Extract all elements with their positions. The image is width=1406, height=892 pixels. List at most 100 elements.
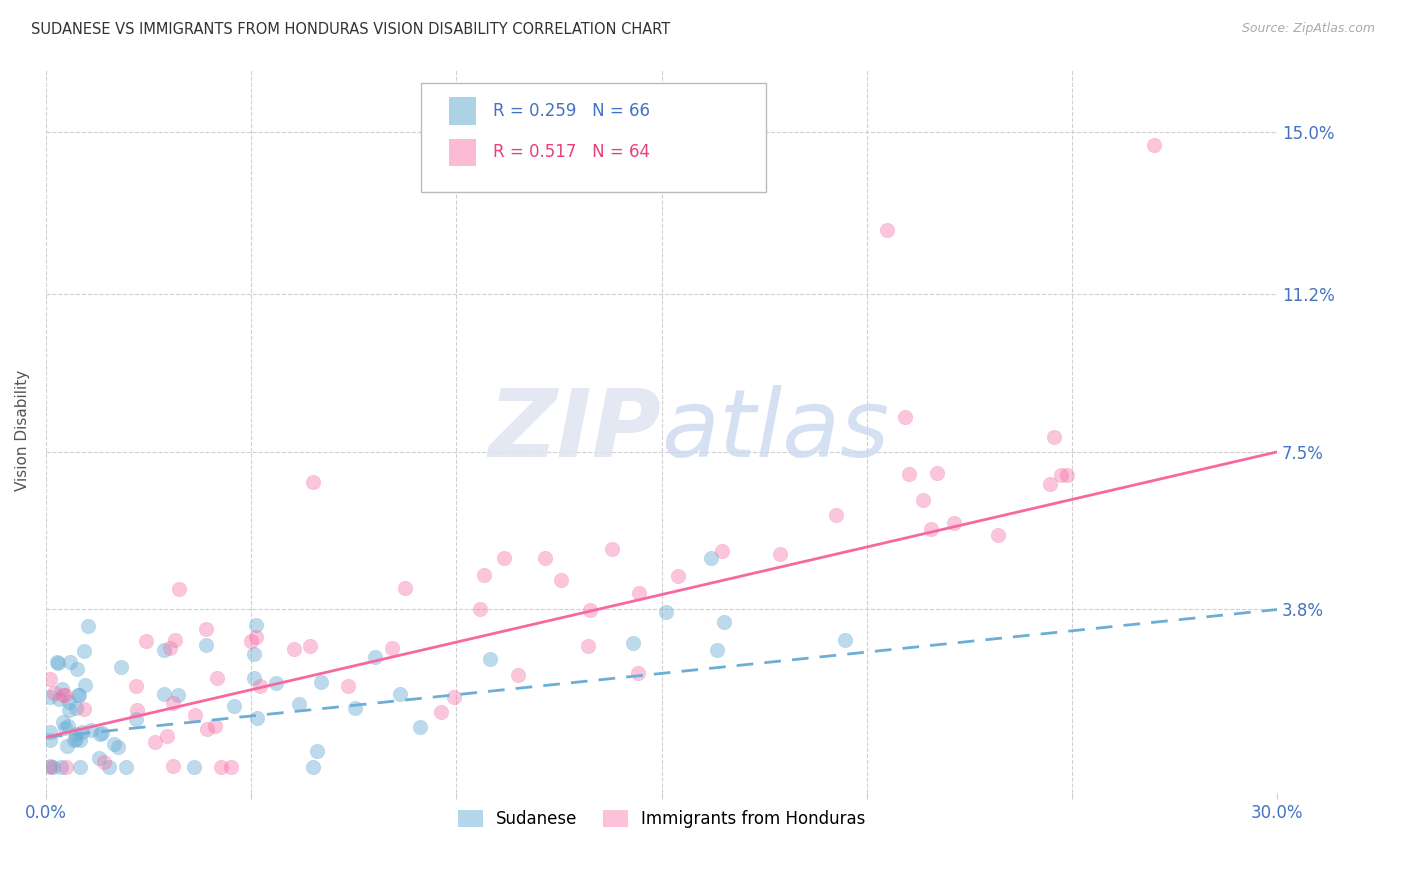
Point xyxy=(266,675,288,690)
Point xyxy=(65,731,87,746)
Point xyxy=(627,665,650,680)
Point xyxy=(389,687,412,701)
Point xyxy=(162,696,184,710)
Point xyxy=(58,719,80,733)
Point xyxy=(364,649,387,664)
Point xyxy=(73,702,96,716)
Bar xyxy=(449,97,475,125)
Point xyxy=(39,672,62,686)
Point xyxy=(162,759,184,773)
Point xyxy=(621,635,644,649)
Point xyxy=(124,712,146,726)
Point xyxy=(768,547,790,561)
Point xyxy=(245,630,267,644)
Point xyxy=(479,651,502,665)
Bar xyxy=(449,139,475,166)
Point xyxy=(63,733,86,747)
Point xyxy=(666,569,689,583)
Point xyxy=(1042,430,1064,444)
Point xyxy=(628,586,651,600)
Point xyxy=(42,760,65,774)
Point xyxy=(240,633,263,648)
Point xyxy=(204,719,226,733)
Point xyxy=(52,688,75,702)
Point xyxy=(942,516,965,530)
Point xyxy=(165,632,187,647)
Point xyxy=(699,550,721,565)
Point xyxy=(336,679,359,693)
Point xyxy=(245,618,267,632)
Point xyxy=(381,640,404,655)
Point xyxy=(39,725,62,739)
Point xyxy=(135,633,157,648)
Point xyxy=(58,702,80,716)
Point xyxy=(824,508,846,522)
Point xyxy=(243,647,266,661)
Point xyxy=(550,573,572,587)
Point xyxy=(183,760,205,774)
Point xyxy=(55,688,77,702)
Point xyxy=(46,655,69,669)
FancyBboxPatch shape xyxy=(422,83,766,192)
Point xyxy=(51,760,73,774)
Point xyxy=(52,714,75,729)
Point xyxy=(195,722,218,736)
Point xyxy=(579,603,602,617)
Point xyxy=(69,733,91,747)
Point xyxy=(205,672,228,686)
Point xyxy=(156,729,179,743)
Point xyxy=(534,550,557,565)
Point xyxy=(1039,477,1062,491)
Point xyxy=(124,679,146,693)
Point xyxy=(898,467,921,482)
Point xyxy=(576,639,599,653)
Point xyxy=(344,701,367,715)
Point xyxy=(107,739,129,754)
Point xyxy=(80,723,103,738)
Point xyxy=(288,697,311,711)
Point xyxy=(394,581,416,595)
Point xyxy=(409,720,432,734)
Point xyxy=(91,726,114,740)
Y-axis label: Vision Disability: Vision Disability xyxy=(15,370,30,491)
Point xyxy=(920,522,942,536)
Point xyxy=(66,662,89,676)
Point xyxy=(55,760,77,774)
Point xyxy=(246,711,269,725)
Point xyxy=(301,475,323,489)
Text: R = 0.517   N = 64: R = 0.517 N = 64 xyxy=(494,143,650,161)
Point xyxy=(110,660,132,674)
Point xyxy=(987,528,1010,542)
Point xyxy=(42,686,65,700)
Point xyxy=(143,735,166,749)
Point xyxy=(706,642,728,657)
Point xyxy=(39,733,62,747)
Legend: Sudanese, Immigrants from Honduras: Sudanese, Immigrants from Honduras xyxy=(451,804,872,835)
Point xyxy=(166,689,188,703)
Point xyxy=(65,700,87,714)
Point xyxy=(65,726,87,740)
Point xyxy=(75,678,97,692)
Text: R = 0.259   N = 66: R = 0.259 N = 66 xyxy=(494,102,650,120)
Point xyxy=(309,675,332,690)
Point xyxy=(89,726,111,740)
Point xyxy=(58,655,80,669)
Point xyxy=(93,755,115,769)
Point xyxy=(600,542,623,557)
Point xyxy=(153,643,176,657)
Point xyxy=(834,633,856,648)
Point xyxy=(183,707,205,722)
Point xyxy=(39,759,62,773)
Point xyxy=(430,706,453,720)
Point xyxy=(710,544,733,558)
Point xyxy=(1143,138,1166,153)
Point xyxy=(470,601,492,615)
Point xyxy=(56,739,79,753)
Point xyxy=(195,622,218,636)
Point xyxy=(219,760,242,774)
Point xyxy=(243,671,266,685)
Point xyxy=(249,680,271,694)
Text: atlas: atlas xyxy=(662,385,890,476)
Point xyxy=(67,689,90,703)
Point xyxy=(927,466,949,480)
